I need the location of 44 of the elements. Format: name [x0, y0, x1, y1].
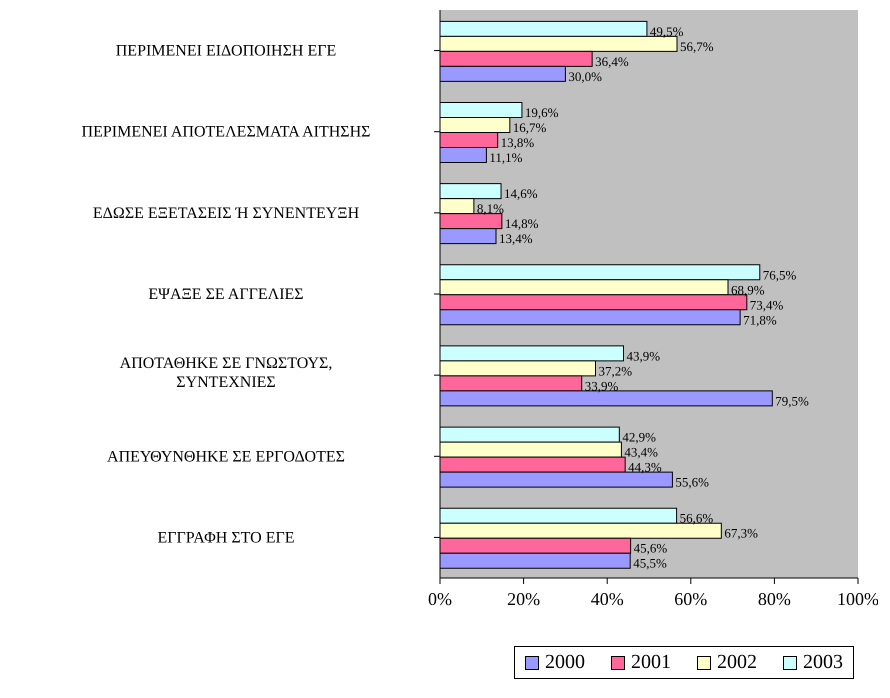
data-label: 43,4% [624, 444, 658, 460]
data-label: 44,3% [628, 460, 662, 475]
x-tick-label: 80% [758, 588, 791, 609]
x-tick-label: 60% [674, 588, 708, 609]
legend-label: 2002 [717, 651, 757, 674]
x-tick-label: 20% [507, 588, 540, 609]
data-label: 8,1% [476, 201, 504, 216]
data-label: 55,6% [675, 474, 710, 490]
data-label: 71,8% [743, 312, 777, 328]
y-tick-label: ΠΕΡΙΜΕΝΕΙ ΕΙΔΟΠΟΙΗΣΗ ΕΓΕ [116, 42, 336, 60]
legend-label: 2003 [803, 651, 843, 674]
legend-label: 2000 [545, 651, 585, 674]
y-tick-label: ΑΠΟΤΑΘΗΚΕ ΣΕ ΓΝΩΣΤΟΥΣ, ΣΥΝΤΕΧΝΙΕΣ [120, 355, 332, 392]
y-tick-label: ΕΔΩΣΕ ΕΞΕΤΑΣΕΙΣ Ή ΣΥΝΕΝΤΕΥΞΗ [92, 204, 360, 222]
data-label: 49,5% [650, 24, 684, 39]
data-label: 79,5% [775, 393, 810, 408]
data-label: 16,7% [512, 120, 547, 136]
x-tick-label: 0% [428, 588, 452, 609]
data-label: 14,8% [504, 216, 539, 232]
data-label: 33,9% [584, 378, 618, 394]
data-label: 14,6% [504, 186, 538, 202]
legend-label: 2001 [631, 651, 671, 674]
data-label: 56,6% [680, 510, 714, 526]
y-tick-label: ΕΓΓΡΑΦΗ ΣΤΟ ΕΓΕ [157, 529, 295, 546]
data-label: 13,4% [499, 231, 533, 246]
data-label: 76,5% [762, 267, 797, 282]
data-label: 45,6% [634, 540, 668, 556]
data-label: 56,7% [680, 38, 714, 54]
data-label: 68,9% [731, 282, 765, 298]
data-label: 19,6% [524, 105, 559, 120]
data-label: 73,4% [750, 297, 784, 312]
y-tick-label: ΕΨΑΞΕ ΣΕ ΑΓΓΕΛΙΕΣ [148, 286, 304, 303]
data-label: 67,3% [724, 526, 758, 541]
data-label: 30,0% [568, 68, 602, 84]
data-label: 37,2% [598, 363, 632, 378]
data-label: 11,1% [489, 150, 523, 166]
data-label: 13,8% [500, 135, 534, 150]
data-label: 36,4% [595, 54, 629, 69]
y-tick-label: ΑΠΕΥΘΥΝΘΗΚΕ ΣΕ ΕΡΓΟΔΟΤΕΣ [107, 448, 345, 466]
data-label: 45,5% [633, 556, 667, 571]
y-tick-label: ΠΕΡΙΜΕΝΕΙ ΑΠΟΤΕΛΕΣΜΑΤΑ ΑΙΤΗΣΗΣ [82, 124, 370, 141]
data-label: 42,9% [622, 430, 656, 445]
x-tick-label: 40% [590, 588, 624, 609]
data-label: 43,9% [626, 348, 660, 364]
